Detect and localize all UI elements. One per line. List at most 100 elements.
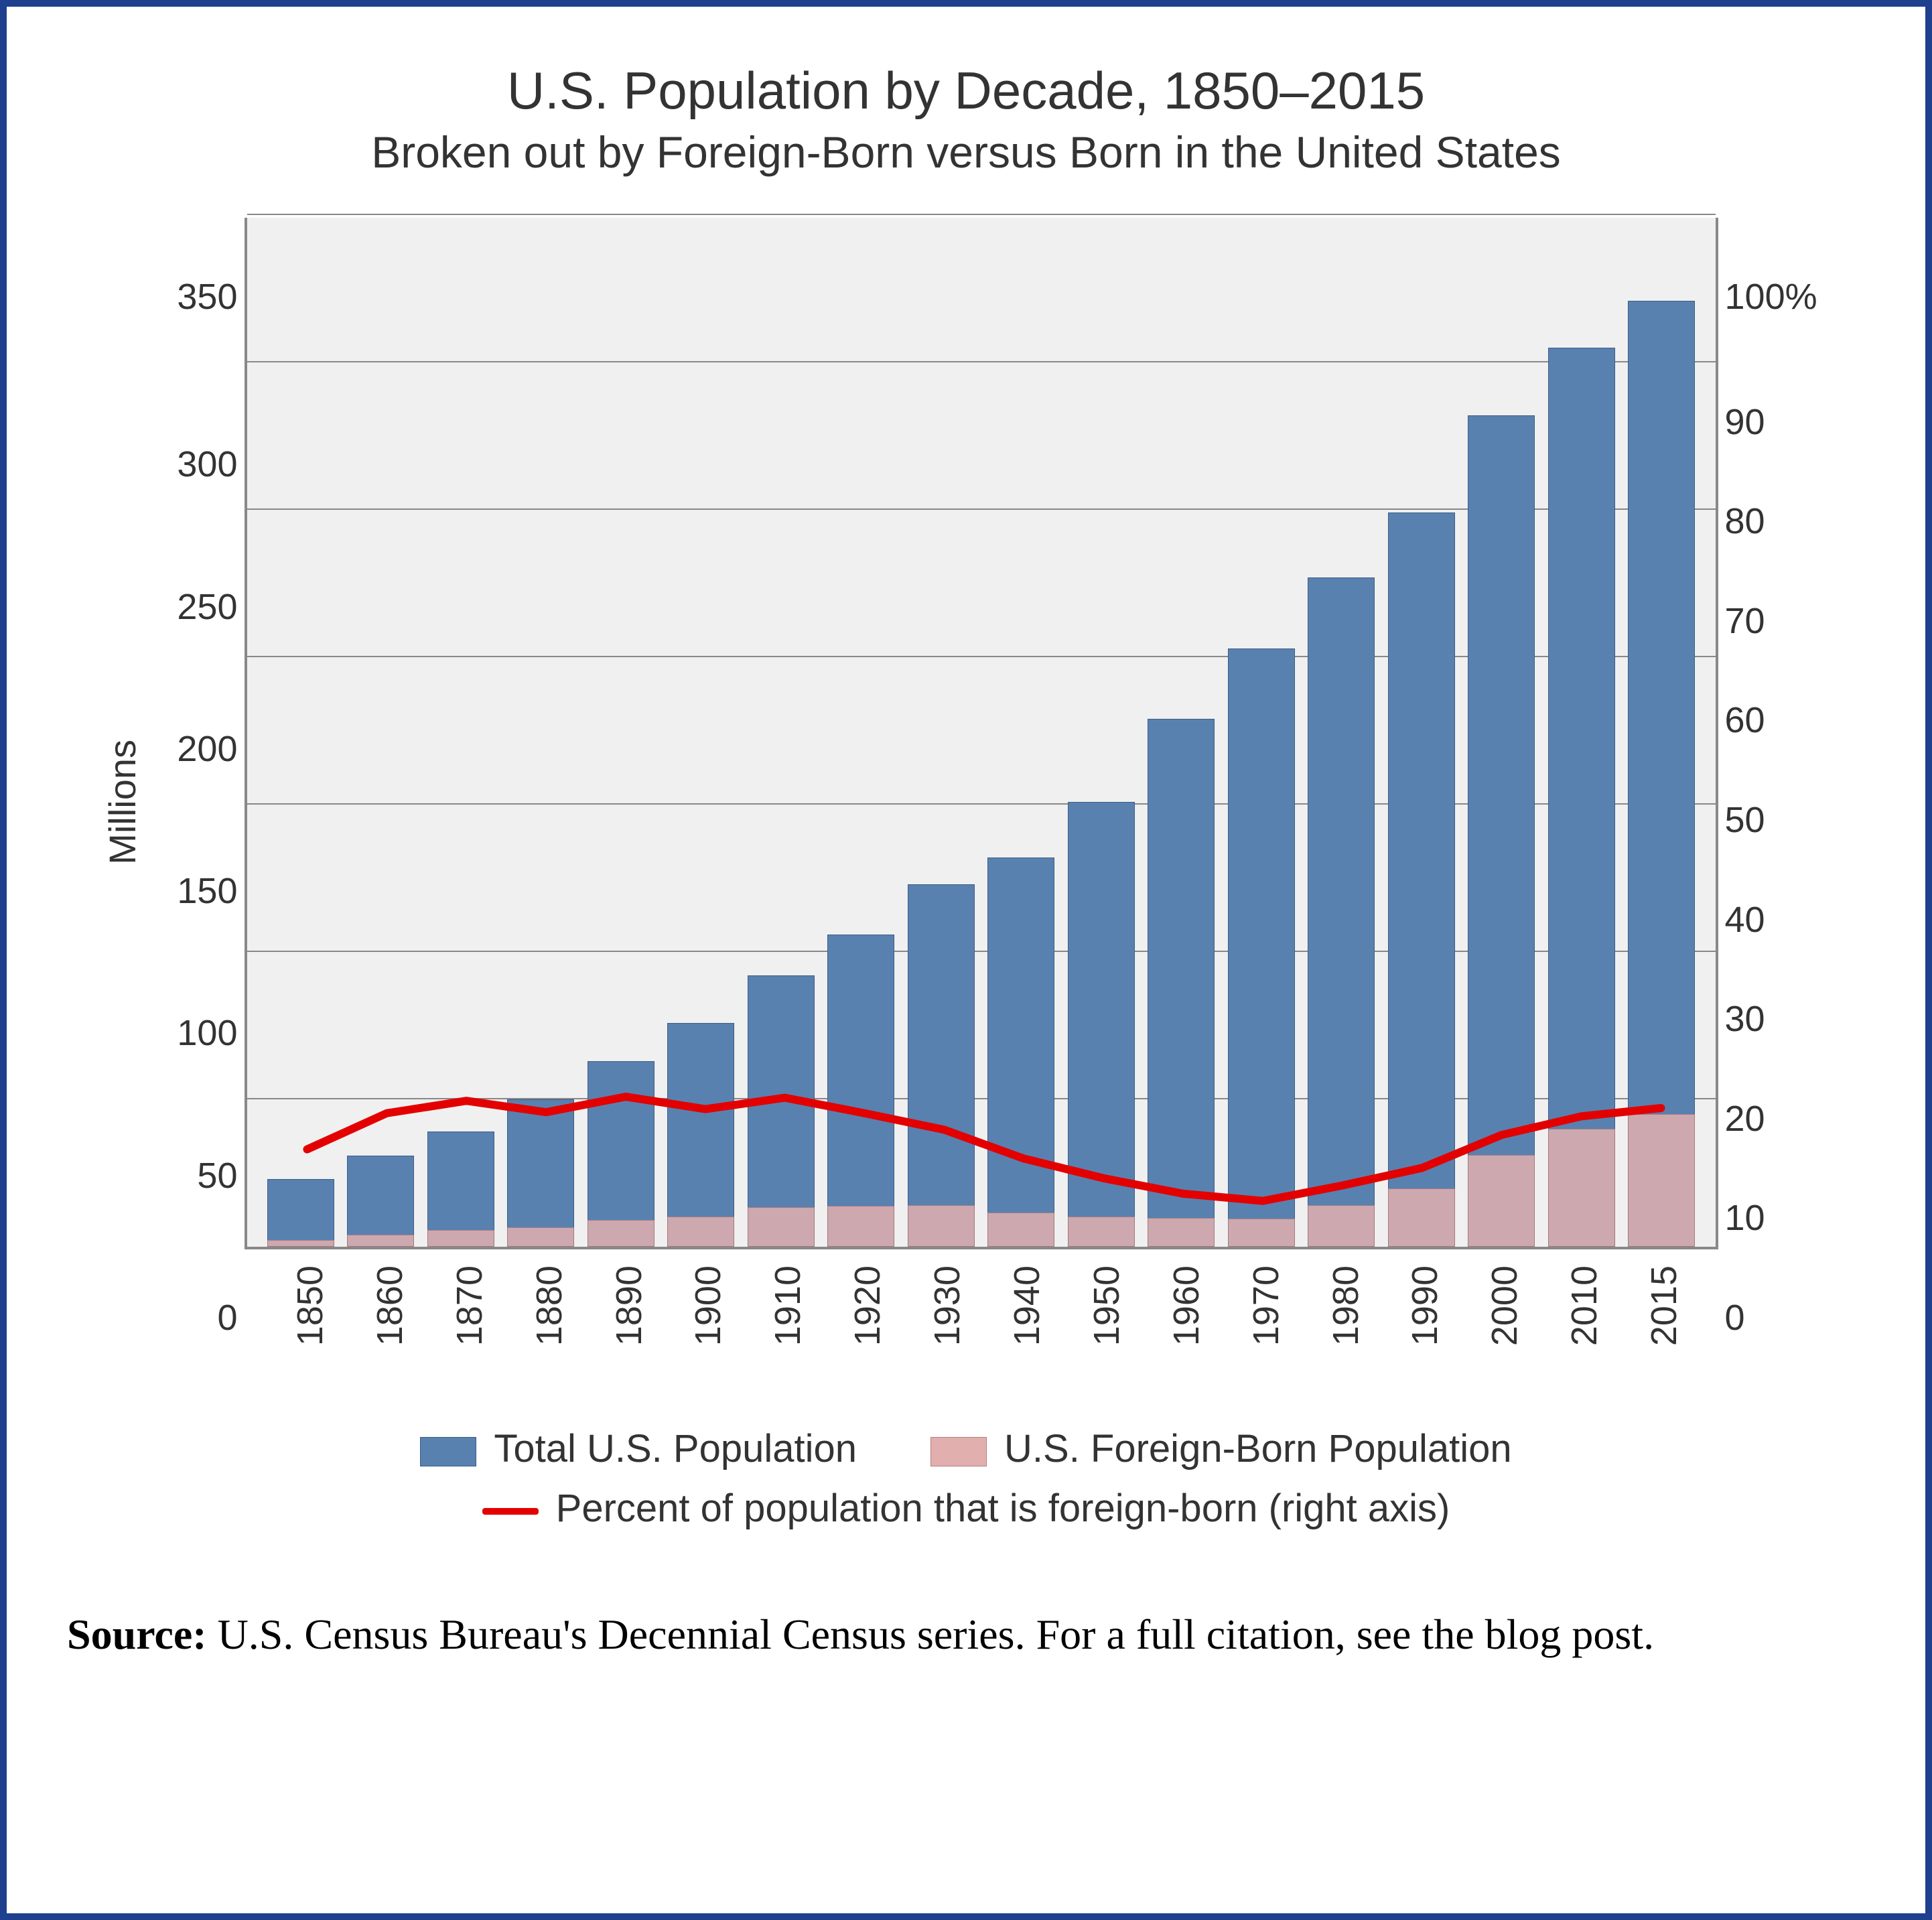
bar-slot [748, 218, 815, 1247]
bar-foreign-born [347, 1235, 414, 1247]
x-tick-label: 2010 [1564, 1265, 1605, 1346]
bar-total [1148, 719, 1215, 1247]
y-left-tick: 100 [177, 1015, 237, 1051]
y-left-tick: 150 [177, 873, 237, 909]
bar-total [267, 1179, 334, 1247]
bar-foreign-born [1468, 1155, 1535, 1247]
legend-label-foreign-born: U.S. Foreign-Born Population [1004, 1427, 1512, 1470]
chart-row: Millions 350300250200150100500 185018601… [54, 218, 1878, 1386]
bar-foreign-born [987, 1213, 1054, 1247]
bar-total [1308, 577, 1375, 1247]
x-axis-labels: 1850186018701880189019001910192019301940… [245, 1265, 1718, 1386]
y-right-tick: 90 [1725, 404, 1765, 440]
bar-slot [1068, 218, 1135, 1247]
bar-slot [1628, 218, 1695, 1247]
bar-slot [507, 218, 574, 1247]
legend-row-1: Total U.S. Population U.S. Foreign-Born … [420, 1426, 1511, 1471]
x-tick-label: 1920 [847, 1265, 888, 1346]
bar-total [1068, 802, 1135, 1247]
y-right-tick: 10 [1725, 1200, 1765, 1236]
x-tick-label: 1980 [1325, 1265, 1367, 1346]
y-right-tick: 30 [1725, 1001, 1765, 1037]
gridline [247, 214, 1716, 215]
bar-total [1468, 415, 1535, 1247]
x-tick-label: 2015 [1643, 1265, 1685, 1346]
bar-slot [427, 218, 494, 1247]
title-block: U.S. Population by Decade, 1850–2015 Bro… [54, 60, 1878, 178]
y-left-tick: 200 [177, 731, 237, 767]
y-left-ticks: 350300250200150100500 [157, 286, 238, 1318]
y-left-tick: 300 [177, 446, 237, 482]
y-axis-label: Millions [100, 740, 144, 865]
source-text: Source: U.S. Census Bureau's Decennial C… [54, 1606, 1878, 1663]
bar-foreign-born [1228, 1219, 1295, 1247]
bar-total [507, 1099, 574, 1247]
bars-group [267, 218, 1696, 1247]
bar-total [427, 1132, 494, 1247]
x-tick-label: 1930 [926, 1265, 968, 1346]
bar-total [748, 975, 815, 1247]
bar-slot [1388, 218, 1455, 1247]
bar-total [987, 858, 1054, 1247]
plot-area [245, 218, 1718, 1249]
bar-foreign-born [1308, 1205, 1375, 1247]
bar-foreign-born [667, 1217, 734, 1247]
y-right-tick: 50 [1725, 802, 1765, 838]
y-right-tick: 60 [1725, 702, 1765, 738]
y-right-tick: 100% [1725, 279, 1817, 315]
bar-slot [588, 218, 654, 1247]
bar-total [1228, 648, 1295, 1247]
bar-foreign-born [1068, 1217, 1135, 1247]
swatch-line [482, 1497, 539, 1526]
bar-foreign-born [748, 1207, 815, 1247]
x-tick-label: 1860 [369, 1265, 411, 1346]
bar-slot [1228, 218, 1295, 1247]
bar-foreign-born [1388, 1188, 1455, 1247]
bar-foreign-born [267, 1240, 334, 1247]
bar-total [1628, 301, 1695, 1247]
bar-slot [1548, 218, 1615, 1247]
bar-foreign-born [908, 1205, 975, 1247]
chart-title: U.S. Population by Decade, 1850–2015 [54, 60, 1878, 121]
x-tick-label: 1910 [767, 1265, 809, 1346]
x-tick-label: 1950 [1086, 1265, 1127, 1346]
x-tick-label: 1940 [1006, 1265, 1048, 1346]
bar-slot [908, 218, 975, 1247]
x-tick-label: 1890 [608, 1265, 650, 1346]
legend-label-percent: Percent of population that is foreign-bo… [556, 1487, 1450, 1530]
legend-item-total: Total U.S. Population [420, 1426, 857, 1471]
y-right-tick: 20 [1725, 1101, 1765, 1137]
y-left-tick: 350 [177, 279, 237, 315]
bar-total [1388, 512, 1455, 1247]
y-right-tick: 70 [1725, 603, 1765, 639]
legend-item-foreign-born: U.S. Foreign-Born Population [930, 1426, 1512, 1471]
y-left-tick: 50 [197, 1158, 237, 1194]
bar-slot [1148, 218, 1215, 1247]
swatch-total [420, 1437, 476, 1466]
legend-label-total: Total U.S. Population [494, 1427, 857, 1470]
bar-foreign-born [588, 1220, 654, 1247]
x-tick-label: 1900 [687, 1265, 729, 1346]
bar-total [827, 935, 894, 1247]
chart-subtitle: Broken out by Foreign-Born versus Born i… [54, 127, 1878, 178]
legend: Total U.S. Population U.S. Foreign-Born … [420, 1426, 1511, 1546]
y-right-tick: 40 [1725, 902, 1765, 938]
x-tick-label: 1850 [289, 1265, 331, 1346]
swatch-foreign-born [930, 1437, 987, 1466]
y-left-tick: 0 [217, 1300, 237, 1336]
bar-slot [1308, 218, 1375, 1247]
chart-container: U.S. Population by Decade, 1850–2015 Bro… [0, 0, 1932, 1920]
bar-foreign-born [507, 1227, 574, 1247]
source-label: Source: [67, 1610, 207, 1658]
y-right-tick: 0 [1725, 1300, 1745, 1336]
bar-foreign-born [1628, 1114, 1695, 1247]
bar-total [1548, 348, 1615, 1247]
legend-row-2: Percent of population that is foreign-bo… [420, 1486, 1511, 1531]
x-tick-label: 1970 [1245, 1265, 1287, 1346]
source-body: U.S. Census Bureau's Decennial Census se… [207, 1610, 1655, 1658]
bar-slot [827, 218, 894, 1247]
bar-total [908, 884, 975, 1247]
legend-item-percent: Percent of population that is foreign-bo… [482, 1486, 1450, 1531]
x-tick-label: 1880 [529, 1265, 570, 1346]
bar-slot [267, 218, 334, 1247]
